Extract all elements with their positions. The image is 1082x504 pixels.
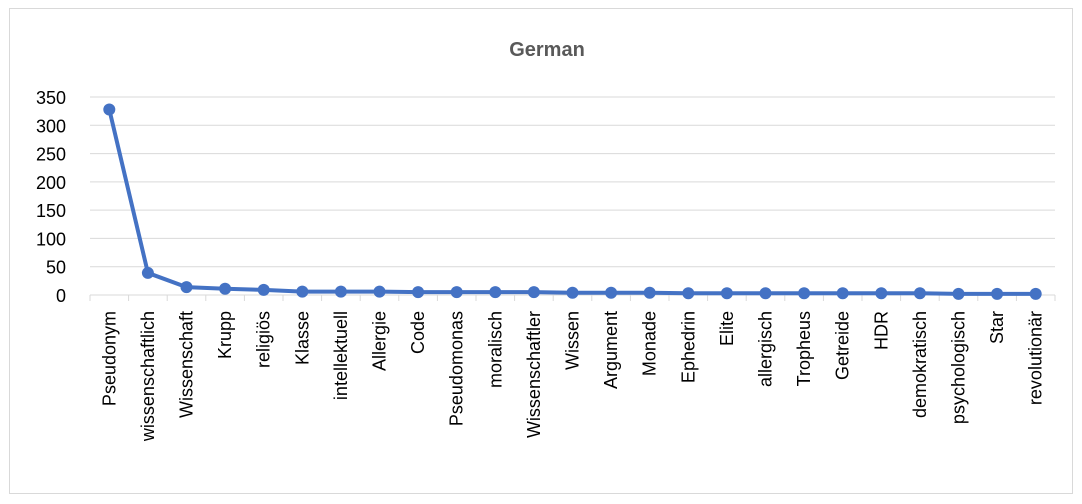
x-category-label: religiös bbox=[254, 311, 274, 368]
y-tick-label: 0 bbox=[56, 286, 66, 306]
data-point bbox=[605, 286, 618, 299]
data-point bbox=[373, 285, 386, 298]
data-point bbox=[952, 287, 965, 300]
data-point bbox=[913, 287, 926, 300]
data-point bbox=[450, 286, 463, 299]
data-point bbox=[720, 287, 733, 300]
data-point bbox=[682, 287, 695, 300]
y-tick-label: 350 bbox=[36, 88, 66, 108]
y-tick-label: 200 bbox=[36, 173, 66, 193]
x-category-label: moralisch bbox=[485, 311, 505, 388]
chart-title: German bbox=[509, 39, 585, 61]
data-point bbox=[257, 283, 270, 296]
x-category-label: Code bbox=[408, 311, 428, 354]
data-point bbox=[412, 286, 425, 299]
chart-frame bbox=[9, 8, 1073, 494]
x-category-label: psychologisch bbox=[949, 311, 969, 424]
x-category-label: Wissen bbox=[563, 311, 583, 370]
x-category-label: Pseudomonas bbox=[447, 311, 467, 426]
x-category-label: Ephedrin bbox=[678, 311, 698, 383]
data-point bbox=[875, 287, 888, 300]
data-point bbox=[759, 287, 772, 300]
x-category-label: Star bbox=[987, 311, 1007, 344]
data-point bbox=[566, 286, 579, 299]
x-category-label: Pseudonym bbox=[99, 311, 119, 406]
data-point bbox=[489, 286, 502, 299]
x-category-label: intellektuell bbox=[331, 311, 351, 400]
x-axis-category-labels: Pseudonym wissenschaftlich Wissenschaft Kru… bbox=[89, 295, 1056, 442]
x-category-label: Allergie bbox=[370, 311, 390, 371]
x-category-label: Monade bbox=[640, 311, 660, 376]
x-category-label: wissenschaftlich bbox=[138, 311, 158, 442]
data-point bbox=[643, 286, 656, 299]
series-line bbox=[107, 107, 1038, 296]
data-point bbox=[798, 287, 811, 300]
series-german bbox=[103, 103, 1042, 300]
y-tick-label: 300 bbox=[36, 116, 66, 136]
data-point bbox=[991, 287, 1004, 300]
x-category-label: Tropheus bbox=[794, 311, 814, 386]
x-category-label: allergisch bbox=[756, 311, 776, 387]
x-category-label: Wissenschaft bbox=[177, 311, 197, 418]
gridlines bbox=[90, 96, 1055, 296]
data-point bbox=[141, 266, 154, 279]
y-tick-label: 50 bbox=[46, 258, 66, 278]
data-point bbox=[527, 286, 540, 299]
data-point bbox=[836, 287, 849, 300]
x-category-label: revolutionär bbox=[1026, 311, 1046, 405]
x-category-label: Krupp bbox=[215, 311, 235, 359]
x-category-label: Argument bbox=[601, 311, 621, 389]
data-point bbox=[219, 282, 232, 295]
y-tick-label: 150 bbox=[36, 201, 66, 221]
y-tick-label: 250 bbox=[36, 145, 66, 165]
data-point bbox=[180, 281, 193, 294]
data-point bbox=[1029, 287, 1042, 300]
x-category-label: Elite bbox=[717, 311, 737, 346]
data-point bbox=[296, 285, 309, 298]
y-tick-label: 100 bbox=[36, 229, 66, 249]
x-category-label: demokratisch bbox=[910, 311, 930, 418]
data-point bbox=[103, 103, 116, 116]
data-point bbox=[334, 285, 347, 298]
x-category-label: Getreide bbox=[833, 311, 853, 380]
x-category-label: HDR bbox=[871, 311, 891, 350]
x-category-label: Klasse bbox=[292, 311, 312, 365]
y-axis-tick-labels: 0 50 100 150 200 250 300 350 bbox=[36, 88, 66, 306]
x-category-label: Wissenschaftler bbox=[524, 311, 544, 438]
